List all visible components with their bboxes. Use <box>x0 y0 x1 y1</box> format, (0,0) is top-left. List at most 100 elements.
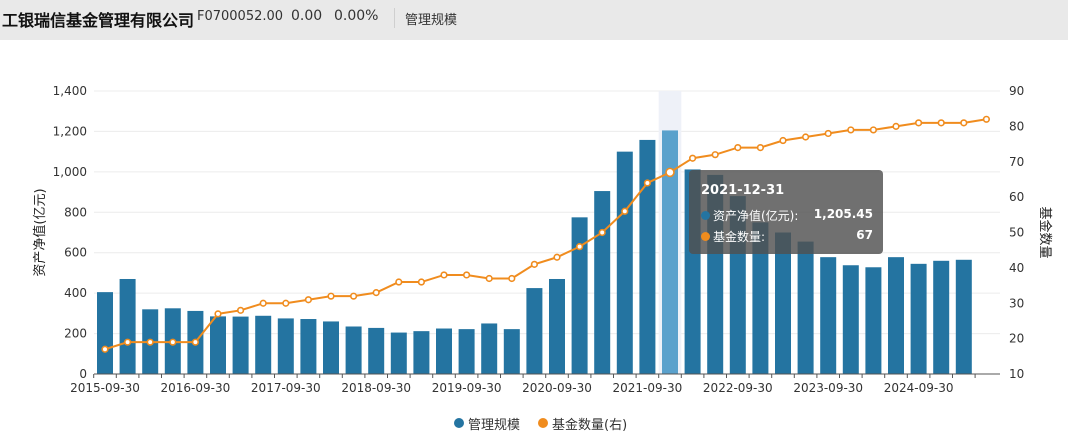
x-tick-label: 2021-09-30 <box>613 381 683 395</box>
bar <box>232 316 249 374</box>
line-point <box>598 228 606 237</box>
legend-bar-dot-icon <box>454 418 464 428</box>
y-tick-label: 0 <box>79 367 87 381</box>
x-tick-label: 2020-09-30 <box>522 381 592 395</box>
x-tick-label: 2024-09-30 <box>884 381 954 395</box>
tooltip-row-count: 基金数量: 67 <box>701 228 873 246</box>
line-point <box>892 122 900 130</box>
bar <box>526 288 543 374</box>
line-point <box>191 338 199 346</box>
line-point <box>395 278 403 286</box>
line-point <box>259 299 267 307</box>
header-divider <box>394 8 395 28</box>
bar <box>842 265 859 374</box>
bar <box>549 278 565 374</box>
line-point <box>169 338 177 346</box>
x-tick-label: 2016-09-30 <box>161 381 231 395</box>
bar <box>436 328 452 374</box>
line-point <box>801 133 810 141</box>
bar <box>368 327 385 374</box>
bar <box>390 332 407 374</box>
legend-line-label: 基金数量(右) <box>552 418 628 433</box>
line-point <box>463 271 471 279</box>
line-point <box>146 338 154 346</box>
bar <box>820 257 837 374</box>
fund-name: 工银瑞信基金管理有限公司 <box>2 11 195 30</box>
bar <box>481 323 498 374</box>
tab-management-scale[interactable]: 管理规模 <box>405 13 458 28</box>
legend-bar-label: 管理规模 <box>468 418 521 433</box>
line-point <box>237 306 245 314</box>
line-point <box>982 115 991 123</box>
bar <box>458 329 475 374</box>
y-right-tick-label: 40 <box>1009 261 1024 275</box>
fund-code: F0700052.00 <box>197 9 284 24</box>
bar <box>119 278 136 374</box>
y-tick-label: 1,200 <box>53 124 87 138</box>
y-right-tick-label: 30 <box>1009 296 1024 310</box>
line-point <box>621 207 629 215</box>
line-point <box>508 274 516 283</box>
fund-change: 0.00% <box>334 8 379 24</box>
line-point <box>711 151 719 159</box>
bar <box>910 263 927 374</box>
bar <box>752 222 769 374</box>
y-tick-label: 200 <box>64 327 87 341</box>
line-point <box>960 119 968 127</box>
bar <box>933 260 950 374</box>
bar <box>323 321 339 374</box>
bar <box>662 130 678 374</box>
bar <box>571 217 588 374</box>
line-point <box>779 136 787 145</box>
bar <box>797 241 814 374</box>
line-point <box>372 289 380 297</box>
count-line <box>104 118 987 351</box>
chart-panel <box>0 40 1068 445</box>
line-point <box>440 271 448 279</box>
chart-tooltip: 2021-12-31 资产净值(亿元): 1,205.45 基金数量: 67 <box>689 170 883 254</box>
line-point <box>756 144 765 152</box>
line-point <box>530 260 539 268</box>
y-right-tick-label: 10 <box>1009 367 1024 381</box>
line-point <box>824 129 832 138</box>
line-point <box>553 253 561 261</box>
bar <box>97 292 113 374</box>
bar <box>594 191 611 374</box>
line-point <box>417 278 426 286</box>
line-point <box>665 167 675 178</box>
bar <box>616 151 633 374</box>
tooltip-row1-value: 1,205.45 <box>813 207 873 221</box>
y-tick-label: 400 <box>64 286 87 300</box>
line-point <box>575 243 584 251</box>
y-tick-label: 800 <box>64 205 87 219</box>
line-point <box>350 292 358 300</box>
bar-series-dot-icon <box>701 211 710 220</box>
line-point <box>643 179 652 187</box>
x-tick-label: 2023-09-30 <box>793 381 863 395</box>
x-tick-label: 2019-09-30 <box>432 381 502 395</box>
y-tick-label: 600 <box>64 246 87 260</box>
y-axis-title: 资产净值(亿元) <box>32 188 48 276</box>
x-tick-label: 2022-09-30 <box>703 381 773 395</box>
bar <box>503 329 520 374</box>
y-right-tick-label: 60 <box>1009 190 1024 204</box>
line-point <box>869 126 878 134</box>
line-point <box>214 310 222 318</box>
y-tick-label: 1,400 <box>53 84 87 98</box>
tooltip-row2-value: 67 <box>856 228 873 242</box>
line-series <box>101 115 991 353</box>
line-point <box>847 126 855 134</box>
legend-line-dot-icon <box>538 418 548 428</box>
line-point <box>485 274 493 283</box>
bar <box>255 315 272 374</box>
line-series-dot-icon <box>701 232 710 241</box>
y-right-tick-label: 90 <box>1009 84 1024 98</box>
tooltip-row-nav: 资产净值(亿元): 1,205.45 <box>701 207 873 225</box>
line-point <box>914 119 923 127</box>
x-tick-label: 2017-09-30 <box>251 381 321 395</box>
bar <box>955 259 972 374</box>
y-right-tick-label: 50 <box>1009 226 1024 240</box>
bar <box>413 331 430 374</box>
line-point <box>304 296 313 304</box>
